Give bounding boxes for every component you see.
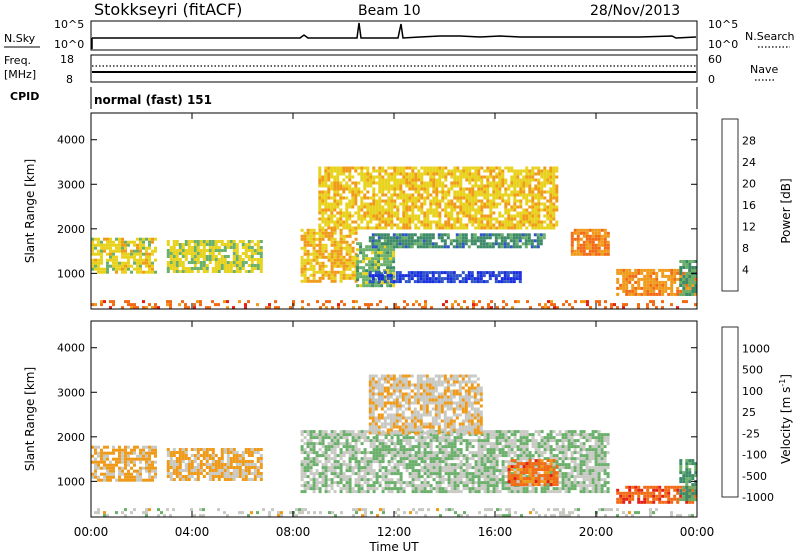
colorbar-tick-label: 25 <box>742 406 756 419</box>
heatmap-region <box>570 228 610 256</box>
heatmap-region <box>166 240 263 273</box>
x-tick-label: 04:00 <box>175 525 210 539</box>
colorbar-tick-label: 24 <box>742 156 756 169</box>
colorbar-tick-label: 20 <box>742 178 756 191</box>
heatmap-region <box>356 242 396 288</box>
heatmap-region <box>679 260 698 296</box>
freq-left-tick-top: 18 <box>60 53 74 66</box>
power-y-axis: 4000 3000 2000 1000 <box>57 134 697 280</box>
power-colorbar-label: Power [dB] <box>779 178 793 243</box>
x-tick-label: 16:00 <box>478 525 513 539</box>
colorbar-tick-label: -25 <box>742 427 760 440</box>
y-tick-label: 4000 <box>57 134 85 147</box>
y-tick-label: 3000 <box>57 386 85 399</box>
nsky-trace <box>92 22 697 39</box>
x-tick-label: 12:00 <box>377 525 412 539</box>
heatmap-region <box>300 430 610 494</box>
x-tick-label: 08:00 <box>276 525 311 539</box>
velocity-ylabel: Slant Range [km] <box>23 367 37 471</box>
freq-label: Freq. <box>4 54 31 67</box>
x-tick-label: 20:00 <box>579 525 614 539</box>
y-tick-label: 2000 <box>57 223 85 236</box>
heatmap-region <box>94 508 694 518</box>
colorbar-tick-label: 16 <box>742 199 756 212</box>
colorbar-tick-label: 4 <box>742 264 749 277</box>
velocity-colorbar-label: Velocity [m s-1] <box>778 374 793 464</box>
heatmap-region <box>507 459 559 487</box>
nsky-right-tick-top: 10^5 <box>708 18 738 31</box>
power-heatmap-regions <box>91 166 698 310</box>
cpid-mode-text: normal (fast) 151 <box>94 93 212 107</box>
nsearch-label: N.Search <box>745 30 795 43</box>
velocity-y-axis: 4000 3000 2000 1000 <box>57 342 697 488</box>
x-tick-label: 00:00 <box>680 525 715 539</box>
x-tick-label: 00:00 <box>74 525 109 539</box>
power-colorbar: 28 24 20 16 12 8 4 <box>721 118 756 292</box>
y-tick-label: 1000 <box>57 267 85 280</box>
freq-right-tick-top: 60 <box>708 53 722 66</box>
heatmap-region <box>166 448 263 481</box>
colorbar-tick-label: 12 <box>742 221 756 234</box>
colorbar-tick-label: 500 <box>742 364 763 377</box>
heatmap-region <box>91 300 697 310</box>
colorbar-tick-label: 28 <box>742 135 756 148</box>
colorbar-tick-label: 100 <box>742 385 763 398</box>
colorbar-tick-label: -1000 <box>742 491 774 504</box>
freq-right-tick-bottom: 0 <box>708 73 715 86</box>
velocity-heatmap-regions <box>91 374 698 518</box>
nsky-left-tick-bottom: 10^0 <box>54 38 84 51</box>
colorbar-tick-label: 1000 <box>742 342 770 355</box>
y-tick-label: 1000 <box>57 475 85 488</box>
power-ylabel: Slant Range [km] <box>23 159 37 263</box>
time-xlabel: Time UT <box>368 540 419 554</box>
nsky-left-tick-top: 10^5 <box>54 18 84 31</box>
heatmap-region <box>318 166 559 230</box>
heatmap-region <box>368 374 483 435</box>
colorbar-tick-label: -500 <box>742 470 767 483</box>
colorbar-tick-label: -100 <box>742 449 767 462</box>
heatmap-region <box>91 445 157 482</box>
nsky-right-tick-bottom: 10^0 <box>708 38 738 51</box>
nsky-label: N.Sky <box>4 32 36 45</box>
heatmap-region <box>368 271 522 284</box>
freq-panel-frame <box>90 54 698 83</box>
cpid-label: CPID <box>10 90 39 103</box>
freq-left-tick-bottom: 8 <box>66 73 73 86</box>
colorbar-frame <box>721 118 739 292</box>
heatmap-region <box>91 237 157 274</box>
beam-title: Beam 10 <box>358 3 421 19</box>
colorbar-tick-label: 8 <box>742 242 749 255</box>
y-tick-label: 4000 <box>57 342 85 355</box>
nsky-panel-frame <box>90 20 698 51</box>
heatmap-region <box>368 233 546 249</box>
time-x-axis: 00:00 04:00 08:00 12:00 16:00 20:00 00:00 <box>74 113 715 539</box>
y-tick-label: 2000 <box>57 431 85 444</box>
nave-label: Nave <box>750 63 778 76</box>
heatmap-region <box>679 459 698 502</box>
velocity-colorbar: 1000 500 100 25 -25 -100 -500 -1000 <box>721 326 774 504</box>
heatmap-region <box>300 228 358 283</box>
station-title: Stokkseyri (fitACF) <box>94 0 242 19</box>
y-tick-label: 3000 <box>57 178 85 191</box>
date-title: 28/Nov/2013 <box>590 3 680 19</box>
colorbar-frame <box>721 326 739 498</box>
freq-unit-label: [MHz] <box>4 68 36 81</box>
